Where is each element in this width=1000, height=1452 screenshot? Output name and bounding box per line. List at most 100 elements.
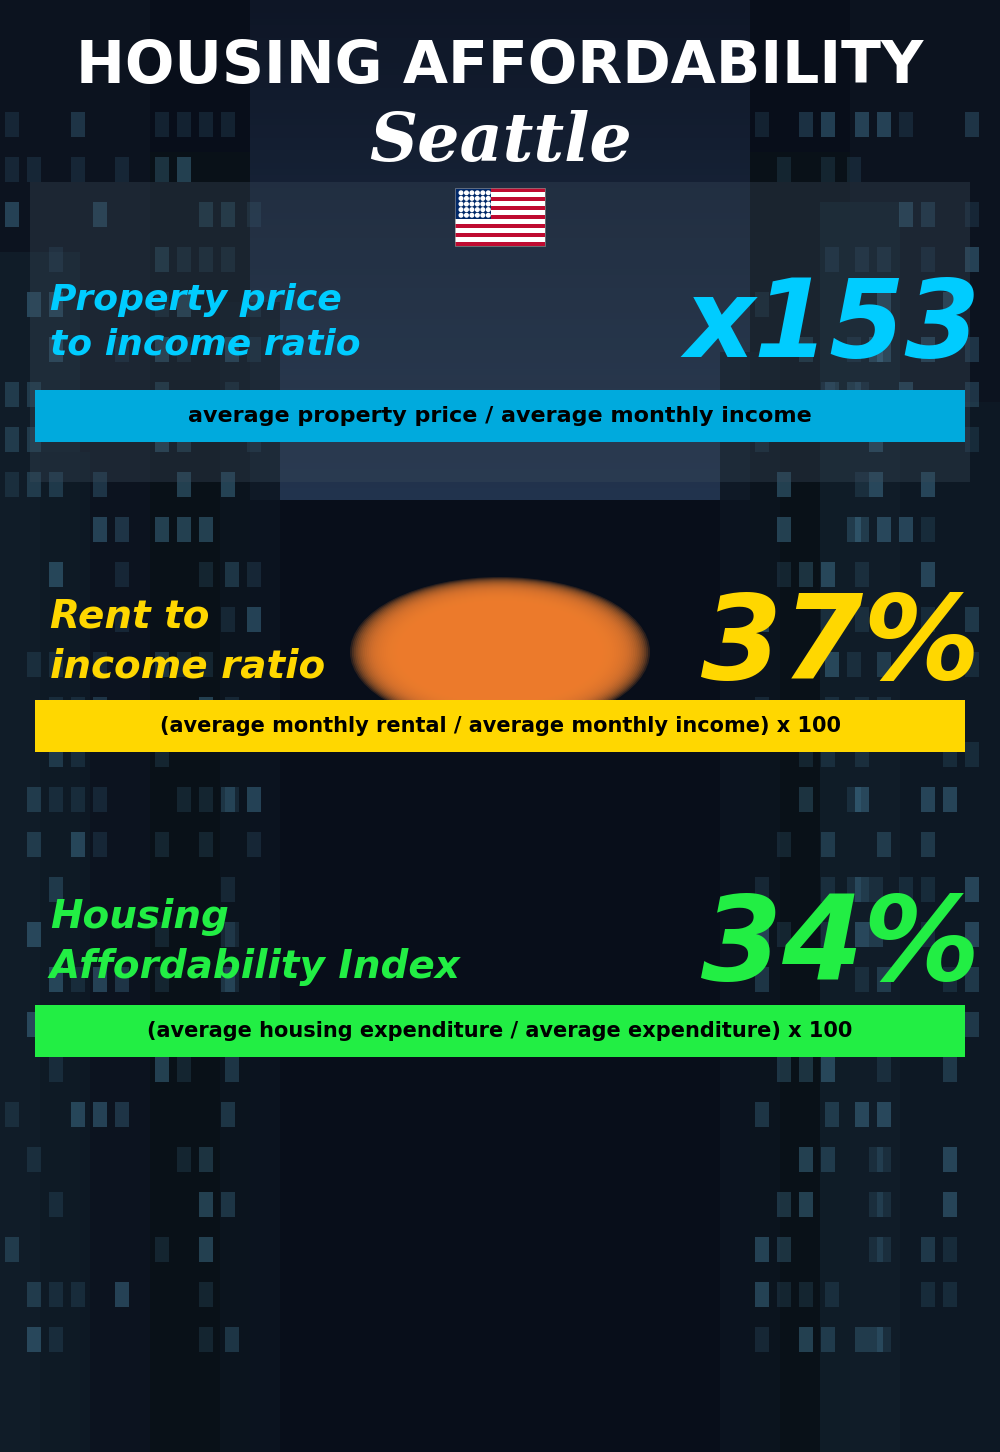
Bar [250,256,750,263]
Bar [847,337,861,362]
Ellipse shape [391,598,609,706]
Bar [93,967,107,992]
Ellipse shape [359,582,641,722]
Bar [250,25,750,32]
Bar [221,787,235,812]
Bar [250,19,750,25]
Circle shape [481,213,485,216]
Circle shape [459,208,463,212]
Bar [877,112,891,136]
Bar [221,1012,235,1037]
Bar [199,697,213,722]
Bar [850,0,1000,1452]
Bar [250,112,750,119]
Bar [27,922,41,947]
Bar [250,238,750,244]
Bar [869,1192,883,1217]
Bar [965,607,979,632]
Bar [250,301,750,306]
Bar [869,337,883,362]
Bar [27,382,41,407]
Circle shape [476,192,479,195]
Bar [821,922,835,947]
Bar [250,382,750,388]
Circle shape [481,192,485,195]
Bar [943,1057,957,1082]
Bar [250,488,750,494]
Bar [93,202,107,227]
Bar [877,1057,891,1082]
Bar [877,1192,891,1217]
Bar [847,382,861,407]
Bar [250,150,750,157]
Bar [250,168,750,176]
Bar [899,517,913,542]
FancyBboxPatch shape [35,1005,965,1057]
Bar [855,1102,869,1127]
Bar [221,202,235,227]
Bar [847,787,861,812]
Bar [777,832,791,857]
Circle shape [486,208,490,212]
Bar [855,1012,869,1037]
Bar [93,652,107,677]
Bar [821,382,835,407]
Bar [821,157,835,182]
Bar [199,1192,213,1217]
Bar [799,1012,813,1037]
Bar [965,247,979,272]
Bar [221,112,235,136]
Bar [199,787,213,812]
Bar [155,247,169,272]
Bar [250,444,750,450]
Bar [455,219,545,224]
Bar [799,787,813,812]
FancyBboxPatch shape [35,391,965,441]
Bar [115,562,129,587]
Circle shape [486,196,490,200]
Bar [877,1102,891,1127]
Text: Property price
to income ratio: Property price to income ratio [50,283,361,362]
Bar [899,202,913,227]
Bar [250,463,750,469]
Bar [821,1147,835,1172]
Bar [155,967,169,992]
Bar [93,517,107,542]
Ellipse shape [384,594,616,710]
Bar [40,452,90,1452]
Bar [115,607,129,632]
Ellipse shape [356,579,644,725]
Bar [155,292,169,317]
Circle shape [476,213,479,216]
Bar [5,157,19,182]
Bar [49,652,63,677]
Bar [225,1057,239,1082]
Bar [155,112,169,136]
Bar [455,197,545,202]
Circle shape [459,202,463,206]
Bar [247,562,261,587]
Bar [199,112,213,136]
Bar [869,1327,883,1352]
Bar [943,967,957,992]
Bar [150,152,250,1452]
Bar [250,125,750,131]
Bar [250,200,750,206]
Bar [455,193,545,197]
Bar [825,1102,839,1127]
Bar [777,1057,791,1082]
Bar [755,292,769,317]
Bar [250,331,750,337]
Ellipse shape [376,590,624,714]
Bar [965,337,979,362]
Bar [27,652,41,677]
Bar [250,481,750,488]
Bar [250,363,750,369]
Bar [49,247,63,272]
Bar [155,1237,169,1262]
Bar [177,292,191,317]
Ellipse shape [393,598,607,706]
Bar [250,456,750,463]
Bar [250,494,750,499]
Bar [250,450,750,456]
